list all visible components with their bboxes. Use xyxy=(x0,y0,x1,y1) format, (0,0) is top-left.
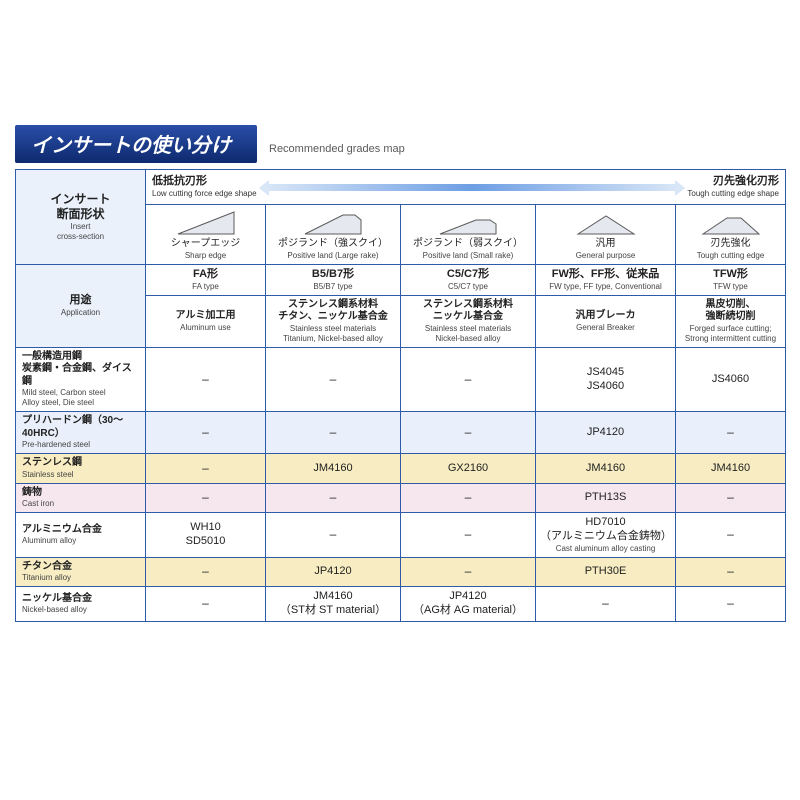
cell-0-1: – xyxy=(266,347,401,412)
cell-4-0: WH10SD5010 xyxy=(146,513,266,558)
cell-5-3: PTH30E xyxy=(536,557,676,587)
cell-2-1: JM4160 xyxy=(266,454,401,484)
material-label-1: プリハードン鋼（30〜40HRC） Pre-hardened steel xyxy=(16,412,146,454)
cell-4-4: – xyxy=(676,513,786,558)
cell-1-4: – xyxy=(676,412,786,454)
cell-5-0: – xyxy=(146,557,266,587)
type-col-2: C5/C7形C5/C7 type xyxy=(401,265,536,296)
cell-5-4: – xyxy=(676,557,786,587)
cell-4-1: – xyxy=(266,513,401,558)
app-col-4: 黒皮切削、強断続切削Forged surface cutting;Strong … xyxy=(676,295,786,347)
cell-3-2: – xyxy=(401,483,536,513)
cell-0-4: JS4060 xyxy=(676,347,786,412)
type-col-0: FA形FA type xyxy=(146,265,266,296)
cell-4-3: HD7010（アルミニウム合金鋳物）Cast aluminum alloy ca… xyxy=(536,513,676,558)
material-label-3: 鋳物 Cast iron xyxy=(16,483,146,513)
material-row-2: ステンレス鋼 Stainless steel–JM4160GX2160JM416… xyxy=(16,454,786,484)
grades-table: インサート 断面形状 Insert cross-section 低抵抗刃形 Lo… xyxy=(15,169,786,622)
spectrum-bar xyxy=(267,184,678,191)
material-row-4: アルミニウム合金 Aluminum alloyWH10SD5010––HD701… xyxy=(16,513,786,558)
spectrum: 低抵抗刃形 Low cutting force edge shape 刃先強化刃… xyxy=(146,170,786,205)
app-col-3: 汎用ブレーカGeneral Breaker xyxy=(536,295,676,347)
cell-6-4: – xyxy=(676,587,786,622)
app-col-1: ステンレス鋼系材料チタン、ニッケル基合金Stainless steel mate… xyxy=(266,295,401,347)
type-col-1: B5/B7形B5/B7 type xyxy=(266,265,401,296)
profile-col-2: ポジランド（弱スクイ）Positive land (Small rake) xyxy=(401,205,536,265)
cell-1-3: JP4120 xyxy=(536,412,676,454)
material-row-6: ニッケル基合金 Nickel-based alloy–JM4160（ST材 ST… xyxy=(16,587,786,622)
corner-label: インサート 断面形状 Insert cross-section xyxy=(16,170,146,265)
title-jp: インサートの使い分け xyxy=(15,125,257,163)
cell-2-2: GX2160 xyxy=(401,454,536,484)
cell-6-1: JM4160（ST材 ST material） xyxy=(266,587,401,622)
profile-col-3: 汎用General purpose xyxy=(536,205,676,265)
cell-6-2: JP4120（AG材 AG material） xyxy=(401,587,536,622)
cell-1-2: – xyxy=(401,412,536,454)
cell-3-1: – xyxy=(266,483,401,513)
cell-2-0: – xyxy=(146,454,266,484)
cell-0-3: JS4045JS4060 xyxy=(536,347,676,412)
cell-6-0: – xyxy=(146,587,266,622)
material-row-0: 一般構造用鋼炭素鋼・合金鋼、ダイス鋼 Mild steel, Carbon st… xyxy=(16,347,786,412)
cell-5-1: JP4120 xyxy=(266,557,401,587)
cell-6-3: – xyxy=(536,587,676,622)
type-col-3: FW形、FF形、従来品FW type, FF type, Conventiona… xyxy=(536,265,676,296)
material-row-5: チタン合金 Titanium alloy–JP4120–PTH30E– xyxy=(16,557,786,587)
cell-3-3: PTH13S xyxy=(536,483,676,513)
material-row-3: 鋳物 Cast iron–––PTH13S– xyxy=(16,483,786,513)
profile-col-1: ポジランド（強スクイ）Positive land (Large rake) xyxy=(266,205,401,265)
material-label-6: ニッケル基合金 Nickel-based alloy xyxy=(16,587,146,622)
cell-2-3: JM4160 xyxy=(536,454,676,484)
cell-1-0: – xyxy=(146,412,266,454)
material-label-5: チタン合金 Titanium alloy xyxy=(16,557,146,587)
type-col-4: TFW形TFW type xyxy=(676,265,786,296)
cell-2-4: JM4160 xyxy=(676,454,786,484)
app-col-2: ステンレス鋼系材料ニッケル基合金Stainless steel material… xyxy=(401,295,536,347)
profile-col-0: シャープエッジSharp edge xyxy=(146,205,266,265)
title-bar: インサートの使い分け Recommended grades map xyxy=(15,125,785,163)
app-head: 用途 Application xyxy=(16,265,146,348)
cell-1-1: – xyxy=(266,412,401,454)
material-label-4: アルミニウム合金 Aluminum alloy xyxy=(16,513,146,558)
material-label-2: ステンレス鋼 Stainless steel xyxy=(16,454,146,484)
material-row-1: プリハードン鋼（30〜40HRC） Pre-hardened steel–––J… xyxy=(16,412,786,454)
material-label-0: 一般構造用鋼炭素鋼・合金鋼、ダイス鋼 Mild steel, Carbon st… xyxy=(16,347,146,412)
cell-5-2: – xyxy=(401,557,536,587)
cell-0-2: – xyxy=(401,347,536,412)
cell-0-0: – xyxy=(146,347,266,412)
cell-4-2: – xyxy=(401,513,536,558)
cell-3-0: – xyxy=(146,483,266,513)
cell-3-4: – xyxy=(676,483,786,513)
profile-col-4: 刃先強化Tough cutting edge xyxy=(676,205,786,265)
app-col-0: アルミ加工用Aluminum use xyxy=(146,295,266,347)
title-en: Recommended grades map xyxy=(269,143,405,155)
